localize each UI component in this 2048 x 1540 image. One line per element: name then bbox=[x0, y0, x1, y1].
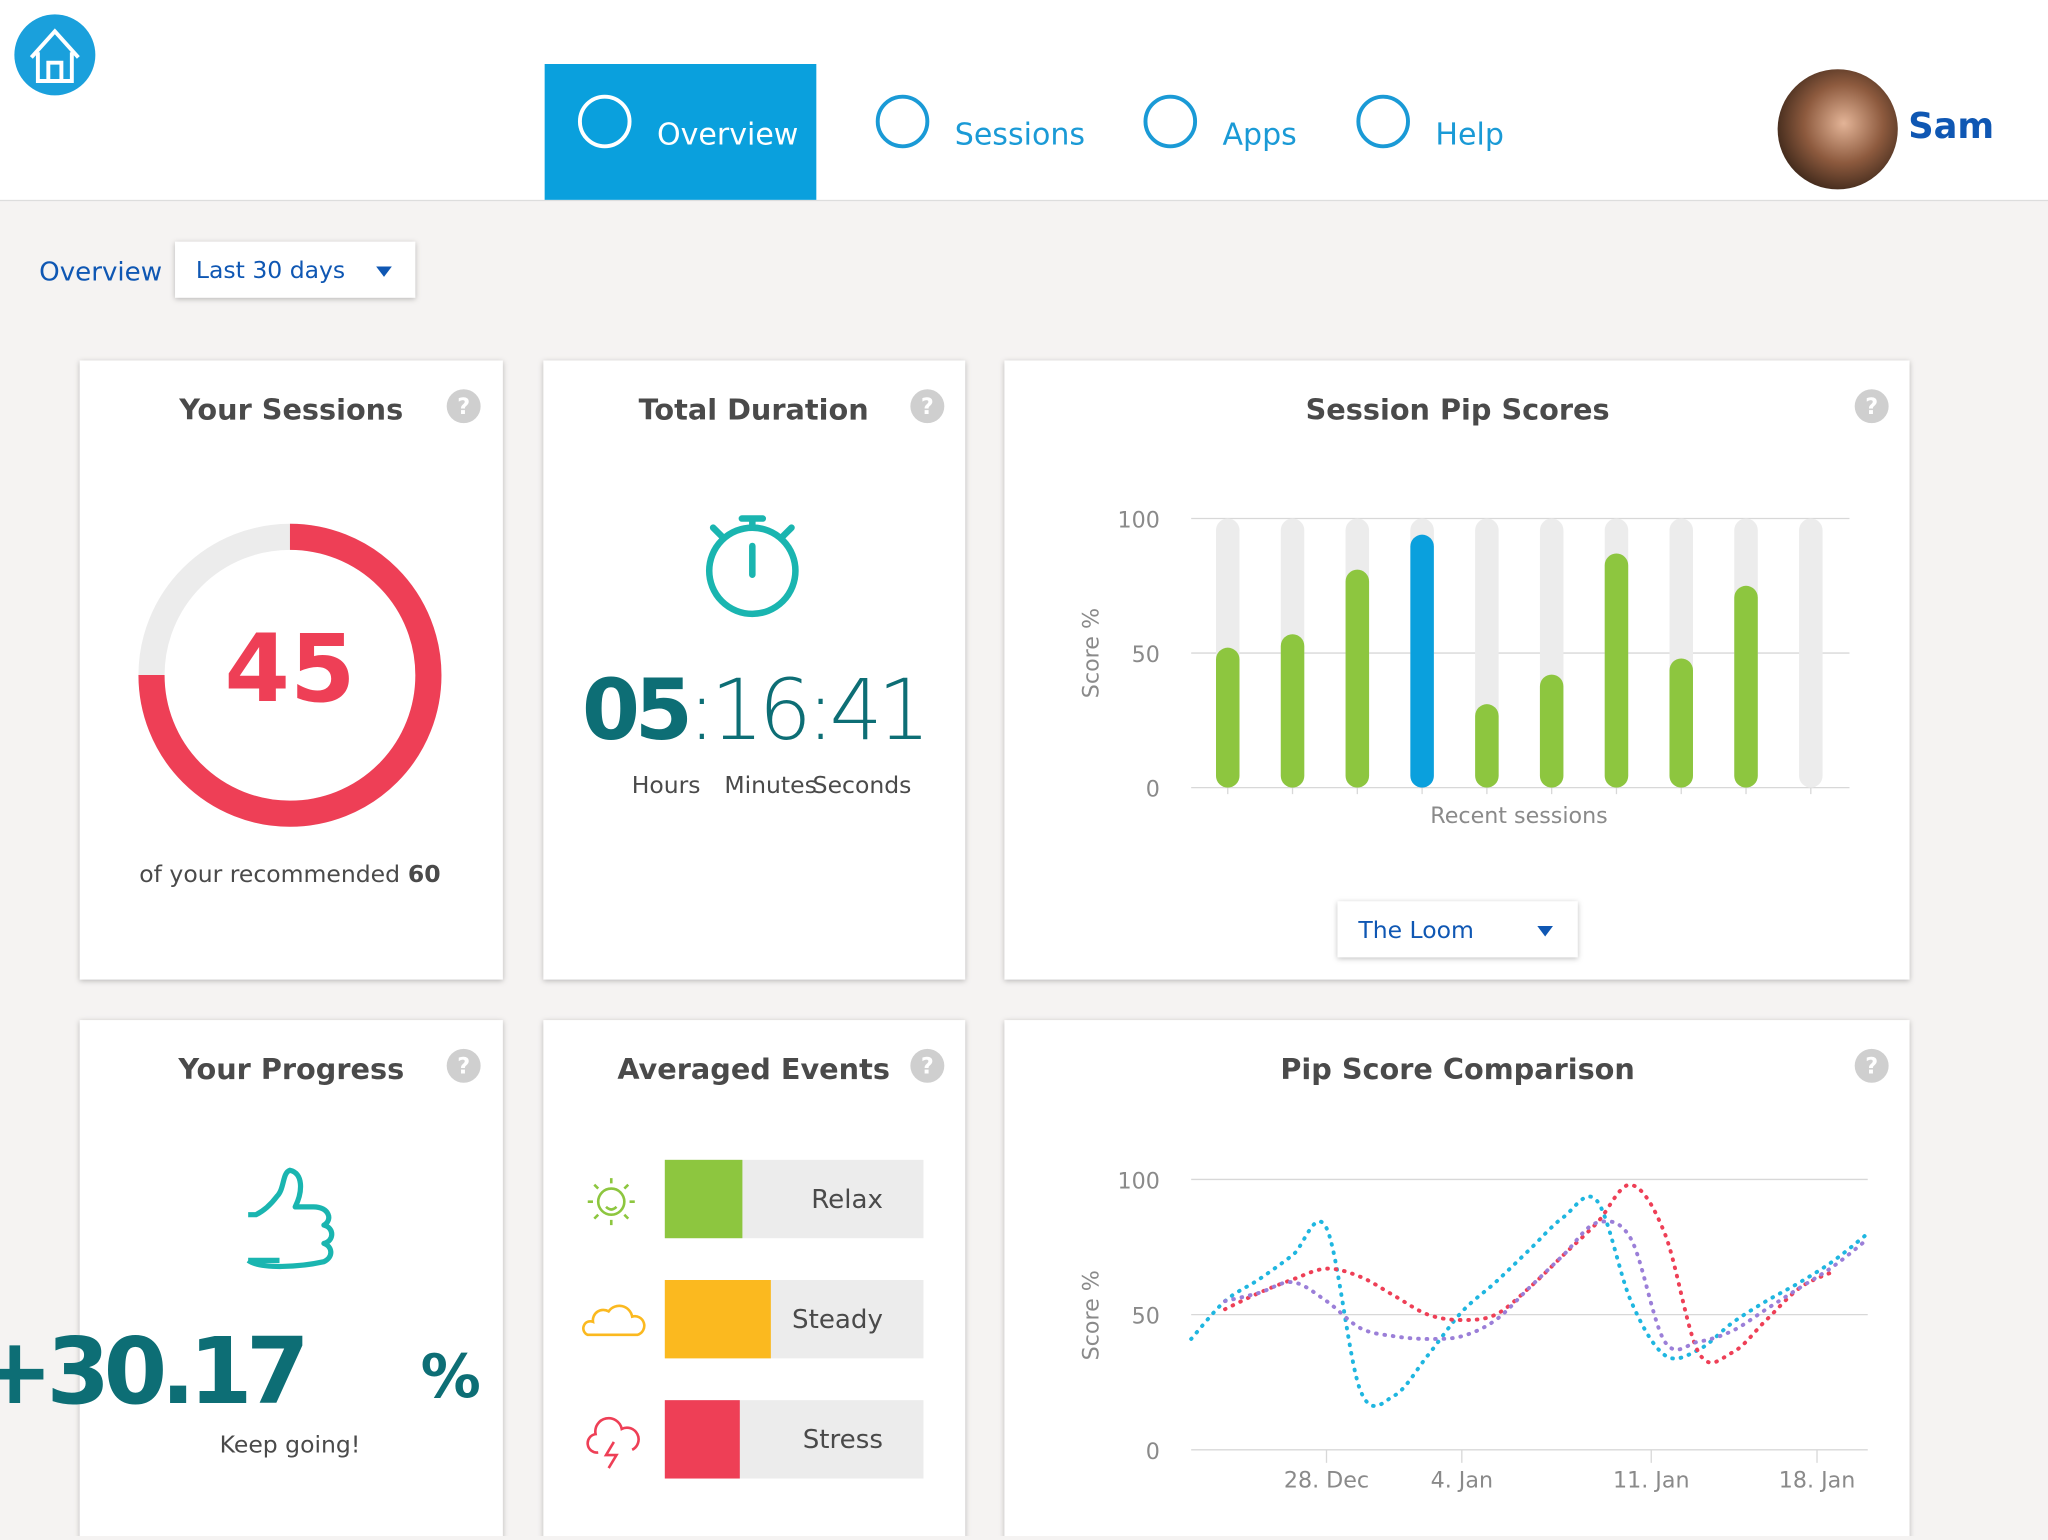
top-bar bbox=[0, 0, 2048, 200]
bar bbox=[1539, 674, 1564, 788]
bar-track bbox=[1799, 518, 1823, 788]
bar bbox=[1216, 647, 1240, 788]
unit-label: Seconds bbox=[813, 771, 912, 799]
source-value[interactable]: The Loom bbox=[1357, 916, 1474, 944]
help-icon[interactable] bbox=[1854, 389, 1889, 424]
x-tick-label: 18. Jan bbox=[1779, 1468, 1856, 1494]
sessions-value: 45 bbox=[225, 615, 356, 724]
avatar[interactable] bbox=[1777, 69, 1898, 190]
unit-label: Hours bbox=[632, 771, 701, 799]
card bbox=[543, 360, 966, 980]
bar bbox=[1345, 569, 1370, 788]
source-dropdown[interactable]: The Loom bbox=[1337, 901, 1578, 958]
card-title: Averaged Events bbox=[617, 1052, 890, 1086]
card-title: Total Duration bbox=[639, 392, 869, 426]
help-glyph: ? bbox=[457, 1054, 470, 1080]
event-bar bbox=[664, 1400, 740, 1479]
progress-value: +30.17 bbox=[0, 1318, 303, 1425]
y-tick-label: 50 bbox=[1132, 642, 1160, 668]
hours: 05 bbox=[582, 661, 688, 759]
help-icon[interactable] bbox=[446, 389, 481, 424]
unit-label: Minutes bbox=[724, 771, 817, 799]
nav-tab[interactable]: Overview bbox=[657, 117, 798, 152]
duration-value: 05:16:41 bbox=[582, 661, 926, 759]
cloud-icon bbox=[582, 1304, 646, 1337]
separator: : bbox=[807, 661, 830, 759]
ring-progress bbox=[138, 523, 442, 827]
y-tick-label: 100 bbox=[1117, 508, 1159, 534]
thumbs-icon bbox=[246, 1167, 335, 1270]
nav-tab[interactable]: Apps bbox=[1223, 117, 1297, 152]
bar bbox=[1410, 534, 1434, 788]
sessions-caption: of your recommended 60 bbox=[139, 860, 440, 888]
nav-icon bbox=[577, 94, 632, 149]
help-glyph: ? bbox=[921, 1054, 934, 1080]
sun-icon bbox=[587, 1178, 635, 1226]
nav-icon bbox=[1143, 94, 1198, 149]
progress-caption: Keep going! bbox=[220, 1430, 361, 1458]
y-tick-label: 100 bbox=[1117, 1169, 1159, 1195]
home-button[interactable] bbox=[14, 14, 96, 96]
y-tick-label: 0 bbox=[1146, 1439, 1160, 1465]
nav-tab[interactable]: Help bbox=[1435, 117, 1503, 152]
stopwatch-icon bbox=[705, 515, 799, 618]
nav-icon bbox=[1356, 94, 1410, 149]
nav-tab-active bbox=[544, 64, 817, 200]
x-tick-label: 4. Jan bbox=[1431, 1468, 1493, 1494]
x-tick-label: 11. Jan bbox=[1613, 1468, 1690, 1494]
help-glyph: ? bbox=[921, 394, 934, 420]
bar bbox=[1475, 704, 1499, 788]
event-label: Steady bbox=[792, 1305, 883, 1335]
x-axis-label: Recent sessions bbox=[1430, 803, 1607, 829]
card-title: Your Sessions bbox=[178, 392, 403, 426]
caption-text: of your recommended bbox=[139, 860, 400, 888]
card bbox=[1004, 1020, 1910, 1540]
card-title: Session Pip Scores bbox=[1306, 392, 1610, 426]
y-axis-label: Score % bbox=[1078, 1270, 1104, 1360]
event-label: Relax bbox=[811, 1185, 883, 1215]
help-icon[interactable] bbox=[446, 1048, 481, 1083]
separator: : bbox=[688, 661, 711, 759]
bar bbox=[1734, 585, 1758, 788]
user-name[interactable]: Sam bbox=[1908, 106, 1994, 147]
filter-label: Overview bbox=[39, 257, 162, 287]
y-tick-label: 0 bbox=[1146, 777, 1160, 803]
storm-icon bbox=[586, 1416, 640, 1469]
nav-icon bbox=[875, 94, 930, 149]
series-line bbox=[1223, 1219, 1870, 1352]
card bbox=[79, 1020, 503, 1540]
event-bar bbox=[664, 1280, 771, 1359]
seconds: 41 bbox=[829, 661, 925, 759]
period-dropdown[interactable]: Last 30 days bbox=[175, 241, 416, 298]
period-value[interactable]: Last 30 days bbox=[196, 256, 345, 284]
series-line bbox=[1189, 1194, 1870, 1408]
progress-unit: % bbox=[421, 1342, 481, 1412]
y-axis-label: Score % bbox=[1078, 608, 1104, 698]
card bbox=[1004, 360, 1910, 980]
minutes: 16 bbox=[711, 661, 807, 759]
event-bar bbox=[664, 1159, 743, 1239]
help-glyph: ? bbox=[1865, 394, 1878, 420]
bar bbox=[1669, 658, 1693, 788]
bar bbox=[1604, 553, 1629, 788]
help-glyph: ? bbox=[457, 394, 470, 420]
card-title: Your Progress bbox=[177, 1052, 404, 1086]
help-glyph: ? bbox=[1865, 1054, 1878, 1080]
help-icon[interactable] bbox=[1854, 1048, 1889, 1083]
x-tick-label: 28. Dec bbox=[1284, 1468, 1369, 1494]
event-label: Stress bbox=[803, 1425, 883, 1455]
card-title: Pip Score Comparison bbox=[1280, 1052, 1634, 1086]
y-tick-label: 50 bbox=[1132, 1304, 1160, 1330]
recommended-value: 60 bbox=[408, 860, 441, 888]
bar bbox=[1280, 634, 1305, 788]
nav-tab[interactable]: Sessions bbox=[955, 117, 1085, 152]
help-icon[interactable] bbox=[910, 389, 945, 424]
help-icon[interactable] bbox=[910, 1048, 945, 1083]
